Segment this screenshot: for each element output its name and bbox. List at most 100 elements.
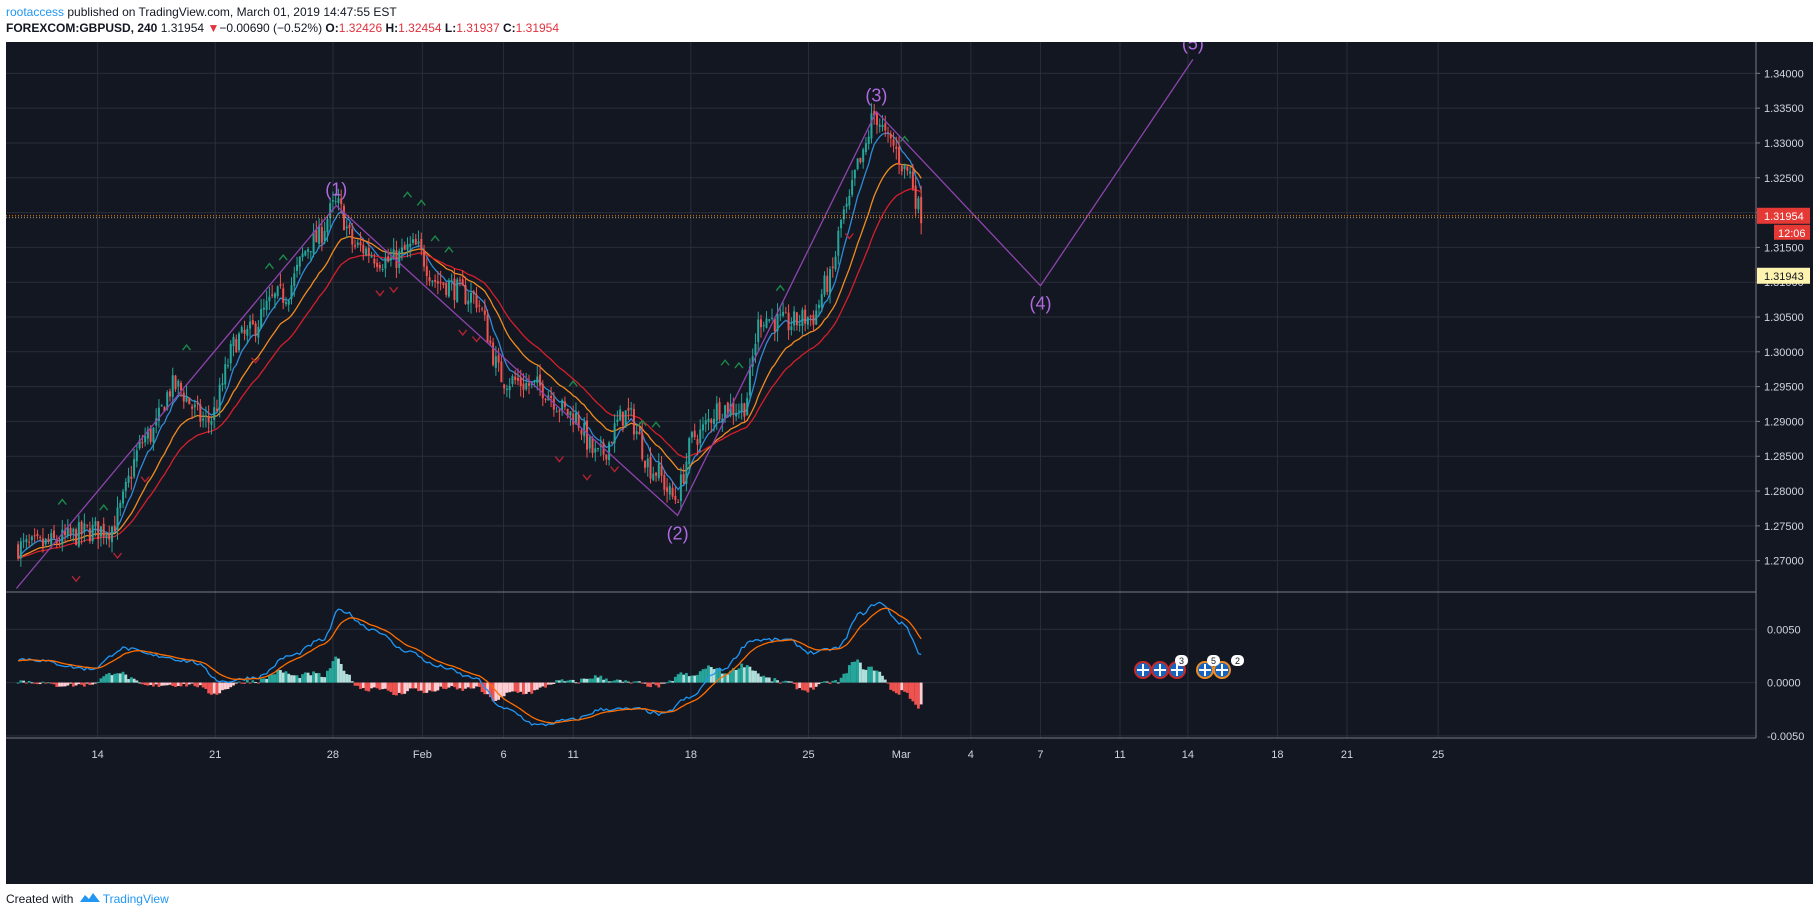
macd-histogram-bar — [102, 676, 106, 683]
candle-body — [837, 230, 840, 256]
candle-body — [801, 310, 804, 326]
macd-histogram-bar — [372, 682, 376, 688]
candle-body — [489, 340, 492, 344]
macd-histogram-bar — [361, 682, 365, 689]
candle-body — [47, 538, 50, 543]
macd-histogram-bar — [138, 682, 142, 684]
candle-body — [102, 523, 105, 537]
candle-body — [461, 279, 464, 286]
macd-histogram-bar — [847, 665, 851, 683]
macd-histogram-bar — [544, 682, 547, 688]
macd-histogram-bar — [872, 670, 876, 683]
candle-body — [710, 419, 713, 424]
macd-histogram-bar — [400, 682, 404, 695]
price-tick-label: 1.28000 — [1764, 486, 1804, 498]
candle-body — [746, 397, 749, 416]
macd-histogram-bar — [342, 670, 346, 683]
macd-histogram-bar — [185, 682, 188, 687]
macd-histogram-bar — [505, 682, 509, 693]
candle-body — [160, 404, 163, 406]
candle-body — [149, 428, 152, 442]
macd-histogram-bar — [477, 682, 481, 687]
candle-body — [409, 243, 412, 247]
macd-histogram-bar — [154, 682, 158, 685]
candle-body — [213, 407, 216, 420]
macd-histogram-bar — [187, 682, 191, 685]
macd-histogram-bar — [337, 658, 340, 683]
candle-body — [296, 264, 299, 271]
candle-body — [174, 375, 177, 390]
price-tick-label: 1.32500 — [1764, 173, 1804, 185]
candle-body — [544, 398, 547, 400]
candle-body — [177, 380, 180, 387]
price-chart[interactable]: (1) (2) (3) (4) (5) 3 5 2 1.34000 1.33500 1.3300… — [0, 42, 1818, 884]
candle-body — [859, 157, 862, 163]
candle-body — [75, 529, 78, 545]
macd-histogram-bar — [33, 682, 37, 684]
time-tick-label: 14 — [92, 749, 104, 761]
macd-histogram-bar — [453, 682, 456, 688]
macd-histogram-bar — [892, 682, 895, 692]
tradingview-link[interactable]: TradingView — [102, 892, 169, 906]
event-count-label: 5 — [1211, 656, 1216, 666]
macd-histogram-bar — [16, 682, 20, 684]
candle-body — [914, 185, 917, 209]
candle-body — [130, 476, 133, 479]
candle-body — [202, 418, 205, 421]
candle-body — [539, 374, 542, 386]
candle-body — [400, 247, 403, 253]
candle-body — [431, 280, 434, 283]
macd-histogram-bar — [555, 680, 559, 683]
macd-histogram-bar — [715, 668, 719, 683]
candle-body — [809, 315, 812, 318]
macd-histogram-bar — [511, 682, 514, 692]
candle-body — [445, 283, 448, 295]
macd-histogram-bar — [886, 682, 890, 684]
macd-histogram-bar — [530, 682, 534, 694]
macd-histogram-bar — [441, 682, 445, 689]
candle-body — [793, 311, 796, 326]
macd-histogram-bar — [591, 678, 594, 683]
candle-body — [221, 383, 224, 386]
macd-histogram-bar — [132, 678, 136, 683]
candle-body — [701, 424, 704, 431]
candle-body — [135, 450, 138, 462]
macd-histogram-bar — [704, 668, 708, 683]
macd-histogram-bar — [124, 674, 128, 683]
macd-histogram-bar — [406, 682, 409, 692]
macd-histogram-bar — [762, 675, 766, 683]
candle-body — [660, 465, 663, 476]
macd-histogram-bar — [243, 682, 246, 684]
buy-marker — [402, 191, 413, 198]
sell-marker — [610, 466, 620, 473]
candle-body — [315, 229, 318, 243]
candle-body — [892, 139, 895, 146]
buy-marker — [775, 284, 785, 292]
macd-histogram-bar — [803, 682, 807, 691]
candle-body — [91, 524, 94, 542]
signal-markers — [57, 135, 910, 583]
candle-body — [823, 275, 826, 295]
candle-body — [646, 458, 649, 468]
candle-body — [362, 244, 365, 254]
level-price-badge-label: 1.31943 — [1764, 271, 1804, 283]
author-link[interactable]: rootaccess — [6, 5, 65, 19]
macd-histogram-bar — [585, 678, 589, 683]
macd-histogram-bar — [723, 673, 727, 683]
candle-body — [624, 410, 627, 428]
macd-histogram-bar — [834, 680, 837, 683]
candle-body — [199, 404, 202, 422]
candle-body — [826, 275, 829, 292]
macd-histogram-bar — [618, 679, 622, 683]
candle-body — [119, 502, 122, 508]
macd-histogram-bar — [129, 677, 133, 683]
candle-body — [552, 398, 555, 410]
candle-body — [516, 377, 519, 381]
sell-marker — [582, 474, 592, 481]
candle-body — [83, 523, 86, 533]
event-badges[interactable]: 3 5 2 — [1134, 655, 1244, 679]
macd-histogram-bar — [778, 682, 782, 684]
candle-body — [514, 376, 517, 380]
time-tick-label: 6 — [501, 749, 507, 761]
candle-body — [232, 336, 235, 347]
